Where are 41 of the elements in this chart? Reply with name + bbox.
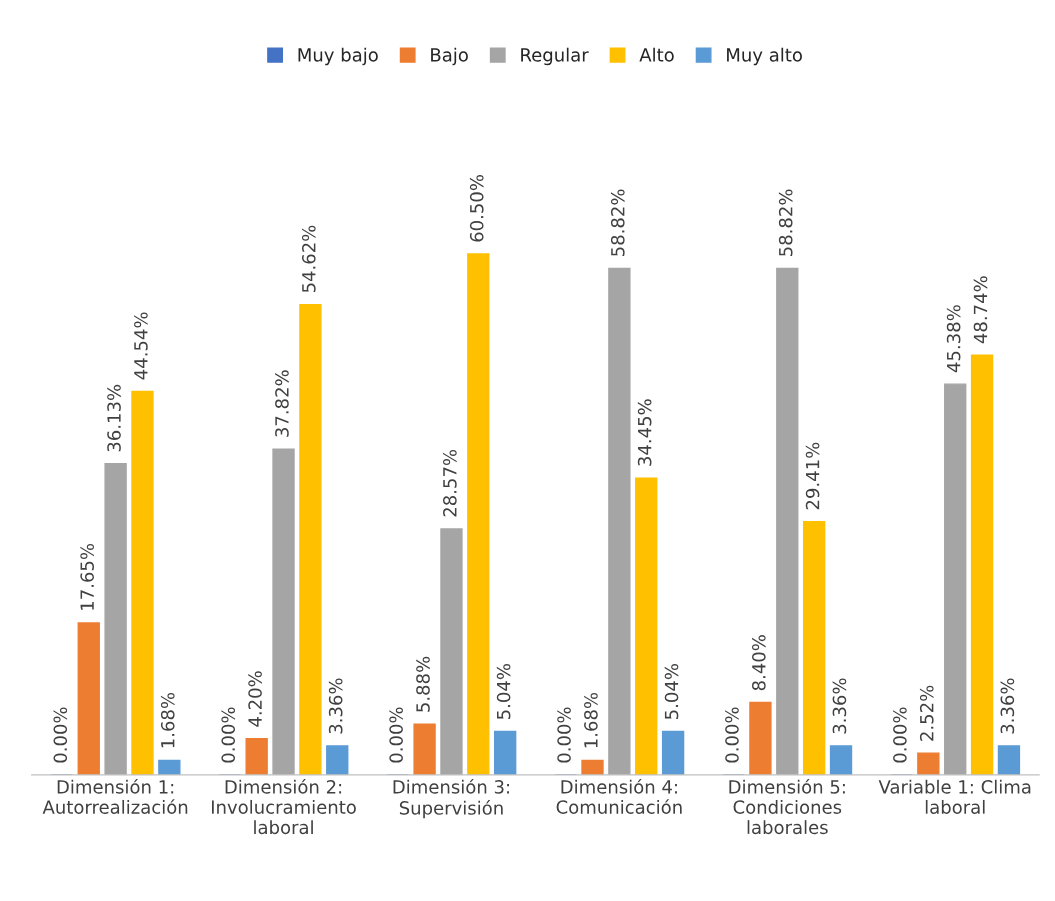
data-label: 1.68% [160,692,175,748]
data-label: 0.00% [557,707,571,763]
legend-label: Muy bajo [298,47,378,66]
data-label: 5.04% [664,663,679,719]
x-tick-label: Dimensión 4: Comunicación [556,779,682,814]
data-label: 0.00% [389,707,403,763]
data-label: 0.00% [221,707,236,763]
data-label: 58.82% [778,189,793,256]
data-label: 3.36% [328,678,343,734]
data-label: 5.88% [416,656,430,712]
data-label: 37.82% [275,370,289,437]
data-label: 29.41% [805,442,820,510]
data-label: 34.45% [637,399,652,466]
x-tick-label: Dimensión 3: Supervisión [393,779,509,819]
data-label: 45.38% [946,305,961,373]
data-label: 58.82% [610,189,625,256]
data-label: 54.62% [301,225,316,293]
data-label: 3.36% [832,678,847,734]
data-label: 0.00% [53,707,68,763]
legend-label: Alto [639,47,674,62]
x-tick-label: Variable 1: Clima laboral [878,779,1031,814]
data-label: 1.68% [584,692,598,748]
data-label: 5.04% [496,663,511,719]
legend-label: Regular [521,47,589,66]
data-label: 17.65% [80,543,94,610]
x-tick-label: Dimensión 2: Involucramiento laboral [211,779,356,835]
data-label: 60.50% [469,175,484,242]
data-label: 4.20% [248,671,262,727]
data-label: 44.54% [134,312,148,380]
x-tick-label: Dimensión 5: Condiciones laborales [729,779,845,835]
legend-label: Muy alto [727,47,802,66]
data-label: 2.52% [919,685,934,741]
x-tick-label: Dimensión 1: Autorrealización [42,779,188,814]
legend-label: Bajo [431,47,468,66]
data-label: 48.74% [973,276,988,344]
data-label: 0.00% [893,707,907,763]
data-label: 36.13% [107,384,121,452]
data-label: 28.57% [443,449,457,517]
data-label: 0.00% [725,707,739,763]
data-label: 3.36% [1000,678,1015,734]
data-label: 8.40% [752,635,766,691]
